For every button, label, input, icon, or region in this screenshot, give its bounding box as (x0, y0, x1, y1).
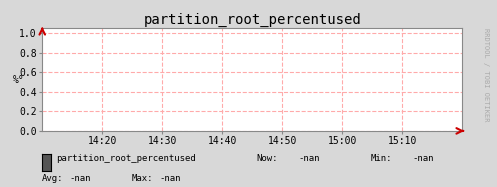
Text: partition_root_percentused: partition_root_percentused (56, 154, 195, 163)
Text: -nan: -nan (413, 154, 434, 163)
Text: Min:: Min: (370, 154, 392, 163)
Text: Max:: Max: (132, 174, 153, 183)
Text: -nan: -nan (70, 174, 91, 183)
Text: RRDTOOL / TOBI OETIKER: RRDTOOL / TOBI OETIKER (483, 28, 489, 122)
Text: -nan: -nan (159, 174, 180, 183)
Text: Now:: Now: (256, 154, 277, 163)
Text: Avg:: Avg: (42, 174, 64, 183)
Title: partition_root_percentused: partition_root_percentused (143, 13, 361, 27)
Y-axis label: %°: %° (13, 75, 25, 85)
Text: -nan: -nan (298, 154, 320, 163)
